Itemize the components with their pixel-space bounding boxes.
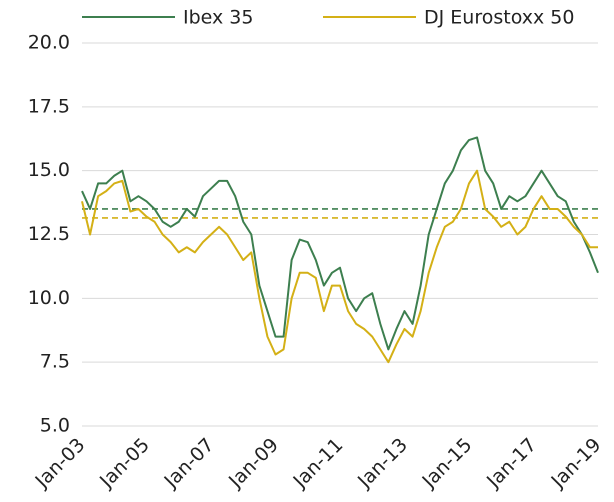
x-tick-label: Jan-05 [95, 434, 154, 493]
y-tick-label: 12.5 [28, 223, 70, 245]
y-tick-label: 7.5 [40, 351, 70, 373]
x-tick-label: Jan-15 [418, 434, 477, 493]
x-tick-label: Jan-13 [353, 434, 412, 493]
y-tick-label: 20.0 [28, 32, 70, 54]
y-tick-label: 10.0 [28, 287, 70, 309]
x-tick-label: Jan-03 [31, 434, 90, 493]
x-tick-label: Jan-17 [482, 434, 541, 493]
x-tick-label: Jan-11 [289, 434, 348, 493]
legend-label: Ibex 35 [183, 7, 253, 29]
x-tick-label: Jan-09 [224, 434, 283, 493]
series-line [81, 136, 599, 351]
x-tick-label: Jan-19 [547, 434, 606, 493]
y-tick-label: 15.0 [28, 159, 70, 181]
y-tick-label: 17.5 [28, 95, 70, 117]
legend-label: DJ Eurostoxx 50 [424, 7, 574, 29]
series-line [81, 169, 598, 364]
y-tick-label: 5.0 [40, 415, 70, 437]
x-tick-label: Jan-07 [160, 434, 219, 493]
